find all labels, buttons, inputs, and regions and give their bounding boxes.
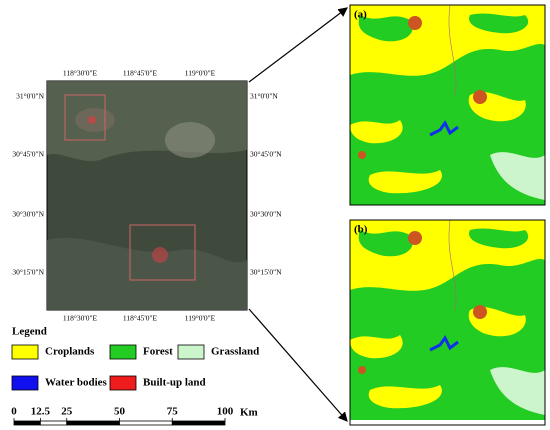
scale-segment (171, 420, 226, 426)
coord-label: 118°45'0"E (123, 69, 158, 78)
coord-label: 31°0'0"N (250, 92, 278, 101)
scale-segment (39, 420, 68, 426)
coord-label: 31°0'0"N (16, 92, 44, 101)
legend-swatch (11, 344, 39, 360)
coord-label: 118°30'0"E (63, 69, 98, 78)
arrow (248, 7, 348, 83)
coord-label: 118°45'0"E (123, 314, 158, 323)
legend-title: Legend (12, 326, 47, 338)
coord-label: 30°15'0"N (12, 268, 44, 277)
panel-label: (b) (354, 224, 368, 236)
coord-label: 30°45'0"N (12, 150, 44, 159)
coord-label: 118°30'0"E (63, 314, 98, 323)
panel-label: (a) (354, 9, 367, 21)
coord-label: 119°0'0"E (185, 69, 216, 78)
legend-label: Water bodies (45, 377, 108, 389)
scale-label: 0 (11, 406, 17, 418)
legend-label: Grassland (211, 346, 259, 358)
legend-label: Built-up land (143, 377, 206, 389)
legend-swatch (177, 344, 205, 360)
coord-label: 30°30'0"N (250, 210, 282, 219)
legend-label: Forest (143, 346, 173, 358)
scale-label: 50 (114, 406, 126, 418)
panel-a: (a) (348, 3, 547, 207)
panel-b: (b) (348, 218, 547, 426)
scale-label: 25 (61, 406, 73, 418)
legend-label: Croplands (45, 346, 95, 358)
coord-label: 30°15'0"N (250, 268, 282, 277)
legend-swatch (109, 344, 137, 360)
satellite-map (46, 80, 248, 311)
legend-swatch (11, 375, 39, 391)
scale-label: 100 (217, 406, 234, 418)
scale-label: 75 (167, 406, 179, 418)
scale-segment (66, 420, 120, 426)
scale-label: 12.5 (31, 406, 51, 418)
coord-label: 30°45'0"N (250, 150, 282, 159)
coord-label: 30°30'0"N (12, 210, 44, 219)
arrow (248, 308, 348, 422)
scale-segment (119, 420, 173, 426)
legend-swatch (109, 375, 137, 391)
coord-label: 119°0'0"E (185, 314, 216, 323)
scale-segment (13, 420, 41, 426)
scale-unit: Km (240, 407, 258, 419)
